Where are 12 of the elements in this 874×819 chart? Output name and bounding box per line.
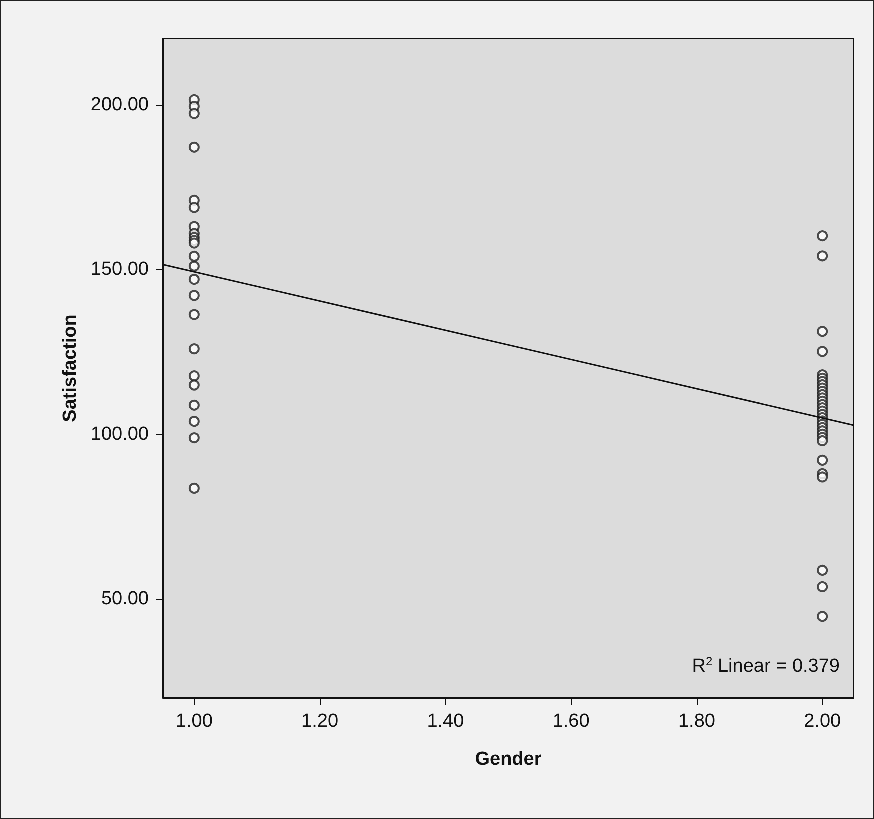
x-tick-label: 1.60 bbox=[552, 711, 590, 732]
x-tick-label: 1.40 bbox=[427, 711, 464, 732]
x-axis-title: Gender bbox=[475, 749, 542, 770]
x-tick-label: 1.20 bbox=[302, 711, 339, 732]
x-tick-label: 1.80 bbox=[678, 711, 716, 732]
y-tick-label: 50.00 bbox=[101, 588, 149, 610]
x-tick-label: 1.00 bbox=[176, 711, 213, 732]
y-tick-label: 100.00 bbox=[90, 424, 149, 445]
y-axis-title: Satisfaction bbox=[60, 314, 81, 422]
x-tick-label: 2.00 bbox=[804, 711, 842, 732]
y-tick-label: 150.00 bbox=[90, 259, 149, 280]
y-tick-label: 200.00 bbox=[90, 94, 149, 116]
